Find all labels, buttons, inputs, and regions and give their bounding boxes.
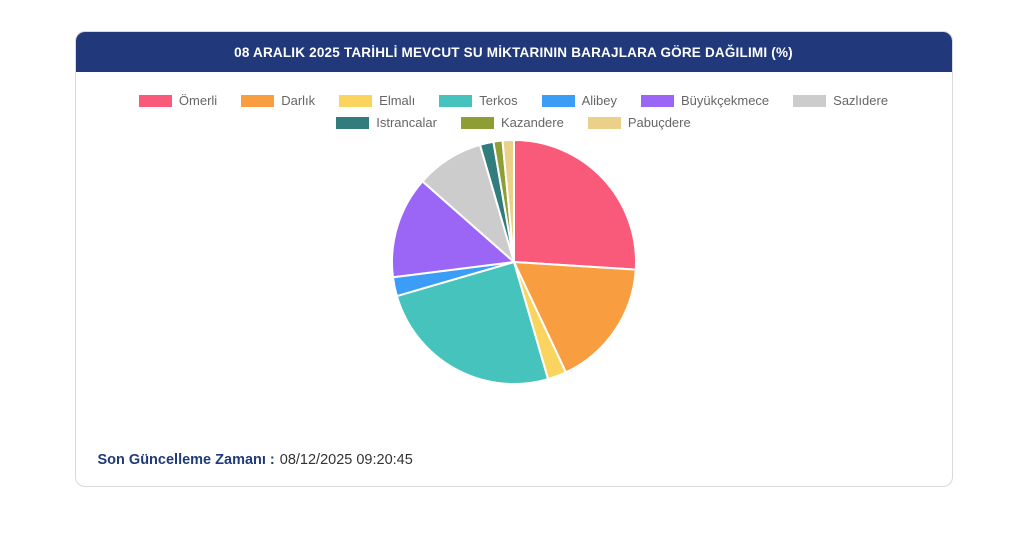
legend-item-7[interactable]: Istrancalar: [336, 116, 437, 129]
pie-slice-5[interactable]: [390, 180, 515, 279]
legend-item-0[interactable]: Ömerli: [138, 93, 218, 108]
legend-label: Istrancalar: [376, 115, 437, 130]
legend-swatch-icon: [241, 94, 275, 107]
legend-swatch-icon: [439, 94, 473, 107]
pie-chart-svg: [390, 138, 637, 385]
legend-label: Büyükçekmece: [681, 93, 770, 108]
legend-item-4[interactable]: Alibey: [541, 93, 617, 108]
legend-label: Darlık: [281, 93, 316, 108]
legend-item-9[interactable]: Pabuçdere: [587, 115, 691, 130]
legend-swatch-icon: [587, 116, 621, 129]
pie-slice-1[interactable]: [512, 261, 637, 374]
legend-item-6[interactable]: Sazlıdere: [793, 94, 888, 107]
legend-label: Alibey: [581, 93, 617, 108]
legend-swatch-icon: [339, 94, 373, 107]
last-update-value: 08/12/2025 09:20:45: [279, 451, 413, 468]
legend-label: Pabuçdere: [627, 115, 691, 130]
legend-label: Elmalı: [379, 93, 416, 108]
legend-swatch-icon: [641, 94, 674, 107]
legend-label: Sazlıdere: [833, 93, 889, 108]
chart-legend: Ömerli Darlık Elmalı Terkos Alibey Büyükçekme…: [116, 94, 912, 129]
legend-item-2[interactable]: Elmalı: [339, 94, 415, 107]
legend-item-3[interactable]: Terkos: [439, 93, 518, 108]
legend-item-1[interactable]: Darlık: [241, 94, 315, 107]
legend-item-5[interactable]: Büyükçekmece: [641, 94, 769, 107]
legend-label: Terkos: [479, 93, 518, 108]
legend-swatch-icon: [336, 116, 370, 129]
pie-slice-3[interactable]: [395, 261, 549, 385]
legend-item-8[interactable]: Kazandere: [460, 115, 564, 130]
pie-slice-0[interactable]: [512, 139, 637, 271]
legend-swatch-icon: [793, 94, 827, 107]
legend-swatch-icon: [541, 94, 575, 107]
pie-slice-9[interactable]: [501, 138, 515, 263]
last-update: Son Güncelleme Zamanı :08/12/2025 09:20:…: [98, 452, 413, 469]
last-update-label: Son Güncelleme Zamanı :: [97, 451, 275, 468]
legend-swatch-icon: [460, 116, 494, 129]
legend-swatch-icon: [138, 94, 172, 107]
chart-title: 08 ARALIK 2025 TARİHLİ MEVCUT SU MİKTARI…: [75, 32, 952, 72]
legend-label: Ömerli: [178, 93, 218, 108]
chart-card: 08 ARALIK 2025 TARİHLİ MEVCUT SU MİKTARI…: [74, 31, 953, 487]
pie-chart-container: [76, 137, 952, 387]
legend-label: Kazandere: [500, 115, 564, 130]
